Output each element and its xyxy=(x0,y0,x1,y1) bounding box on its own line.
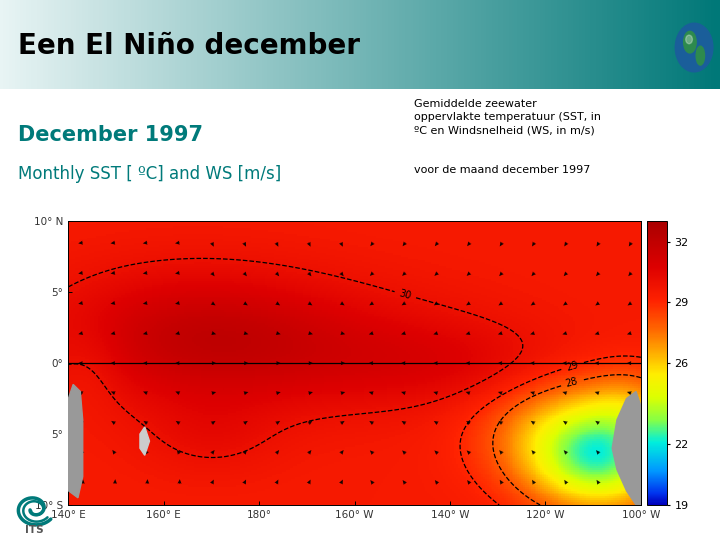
Text: 28: 28 xyxy=(564,376,579,389)
Circle shape xyxy=(685,35,693,44)
Text: Monthly SST [ ºC] and WS [m/s]: Monthly SST [ ºC] and WS [m/s] xyxy=(18,165,282,183)
Polygon shape xyxy=(68,384,83,498)
Text: Een El Niño december: Een El Niño december xyxy=(18,32,360,60)
Polygon shape xyxy=(140,427,150,455)
Text: 30: 30 xyxy=(398,288,413,301)
Ellipse shape xyxy=(683,31,696,53)
Ellipse shape xyxy=(696,46,705,65)
Text: 29: 29 xyxy=(564,360,580,373)
Text: ITS: ITS xyxy=(25,525,43,535)
Text: Gemiddelde zeewater
oppervlakte temperatuur (SST, in
ºC en Windsnelheid (WS, in : Gemiddelde zeewater oppervlakte temperat… xyxy=(414,99,601,136)
Text: voor de maand december 1997: voor de maand december 1997 xyxy=(414,165,590,176)
Text: December 1997: December 1997 xyxy=(18,125,203,145)
Polygon shape xyxy=(612,392,641,505)
Circle shape xyxy=(675,23,713,72)
